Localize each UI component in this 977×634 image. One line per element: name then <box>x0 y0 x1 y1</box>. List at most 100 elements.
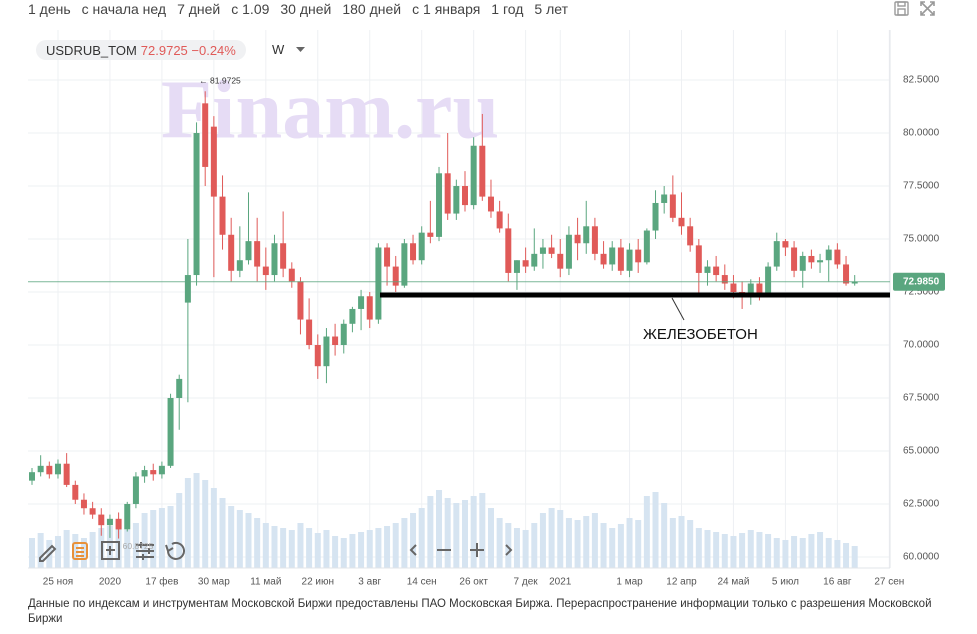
volume-bar <box>825 538 832 568</box>
candle-body <box>591 226 598 254</box>
y-tick-label: 70.0000 <box>903 340 940 351</box>
volume-bar <box>539 513 546 568</box>
candle-body <box>37 465 44 473</box>
volume-bar <box>271 526 278 568</box>
candle-body <box>219 196 226 235</box>
period-button[interactable]: 1 год <box>491 1 524 17</box>
candle-body <box>29 472 35 481</box>
volume-bar <box>661 503 668 568</box>
volume-bar <box>176 493 183 568</box>
last-price-label: 72.9850 <box>903 276 940 287</box>
support-label: ЖЕЛЕЗОБЕТОН <box>643 326 758 343</box>
volume-bar <box>765 534 772 568</box>
pencil-icon[interactable] <box>39 544 57 562</box>
x-tick-label: 1 мар <box>616 577 643 588</box>
candle-body <box>375 247 382 320</box>
volume-bar <box>487 508 494 568</box>
notes-icon[interactable] <box>72 542 88 560</box>
candle-body <box>202 103 209 167</box>
candle-body <box>843 264 850 284</box>
add-indicator-icon[interactable] <box>101 541 120 560</box>
candle-body <box>678 217 685 227</box>
settings-icon[interactable] <box>136 542 154 560</box>
volume-bar <box>340 538 347 568</box>
candle-body <box>791 247 798 271</box>
candle-body <box>730 283 737 293</box>
candle-body <box>539 247 546 254</box>
interval-selector[interactable]: W <box>272 42 306 57</box>
candle-body <box>349 308 356 324</box>
period-button[interactable]: 1 день <box>28 1 71 17</box>
candle-body <box>522 260 529 267</box>
volume-bar <box>358 532 365 568</box>
y-tick-label: 82.5000 <box>903 75 940 86</box>
volume-bar <box>496 518 503 568</box>
period-button[interactable]: с 1 января <box>412 1 481 17</box>
ticker-pill[interactable]: USDRUB_TOM 72.9725 −0.24% <box>36 40 246 60</box>
scroll-left[interactable] <box>409 544 417 556</box>
y-tick-label: 80.0000 <box>903 128 940 139</box>
candle-body <box>669 194 676 218</box>
volume-bar <box>617 524 624 568</box>
volume-bar <box>808 534 815 568</box>
period-selector: 1 день с начала нед 7 дней с 1.09 30 дней 180… <box>28 1 568 17</box>
volume-bar <box>695 528 702 568</box>
volume-bar <box>470 496 477 568</box>
volume-bar <box>37 533 44 568</box>
volume-bar <box>513 528 520 568</box>
volume-bar <box>565 518 572 568</box>
last-price-box <box>893 272 945 291</box>
volume-bar <box>254 518 261 568</box>
y-tick-label: 75.0000 <box>903 234 940 245</box>
volume-bar <box>574 520 581 568</box>
candle-body <box>236 260 243 271</box>
candle-body <box>141 470 148 477</box>
period-button[interactable]: 7 дней <box>177 1 221 17</box>
y-tick-label: 62.5000 <box>903 499 940 510</box>
candle-body <box>280 243 287 269</box>
candle-body <box>496 211 503 229</box>
zoom-in[interactable] <box>470 543 484 557</box>
volume-bar <box>297 523 304 568</box>
volume-bar <box>54 536 61 568</box>
candle-body <box>158 465 165 475</box>
candle-body <box>773 241 780 267</box>
candle-body <box>851 281 858 284</box>
x-tick-label: 2021 <box>549 577 572 588</box>
volume-bar <box>557 510 564 568</box>
candle-body <box>643 230 650 263</box>
candle-body <box>834 249 841 265</box>
x-tick-label: 11 май <box>250 577 281 588</box>
candle-body <box>366 296 373 320</box>
volume-bar <box>202 480 209 568</box>
candle-body <box>687 226 694 246</box>
candle-body <box>228 234 235 271</box>
candle-body <box>479 145 486 197</box>
y-tick-label: 67.5000 <box>903 393 940 404</box>
volume-bar <box>392 523 399 568</box>
x-tick-label: 3 авг <box>358 577 381 588</box>
period-button[interactable]: с 1.09 <box>231 1 270 17</box>
reset-icon[interactable] <box>165 541 185 560</box>
candle-body <box>132 476 139 504</box>
volume-bar <box>635 520 642 568</box>
candle-body <box>505 228 512 273</box>
volume-bar <box>643 496 650 568</box>
volume-bar <box>124 530 131 568</box>
candle-body <box>565 234 572 269</box>
period-button[interactable]: 30 дней <box>280 1 332 17</box>
candle-body <box>626 249 633 271</box>
volume-bar <box>219 498 226 568</box>
fullscreen-icon[interactable] <box>920 1 935 16</box>
candle-body <box>288 268 295 282</box>
period-button[interactable]: 5 лет <box>534 1 568 17</box>
period-button[interactable]: 180 дней <box>342 1 402 17</box>
period-button[interactable]: с начала нед <box>81 1 167 17</box>
candle-body <box>323 336 330 367</box>
volume-bar <box>193 473 200 568</box>
volume-bar <box>782 540 789 568</box>
scroll-right[interactable] <box>505 544 513 556</box>
save-icon[interactable] <box>894 1 909 16</box>
